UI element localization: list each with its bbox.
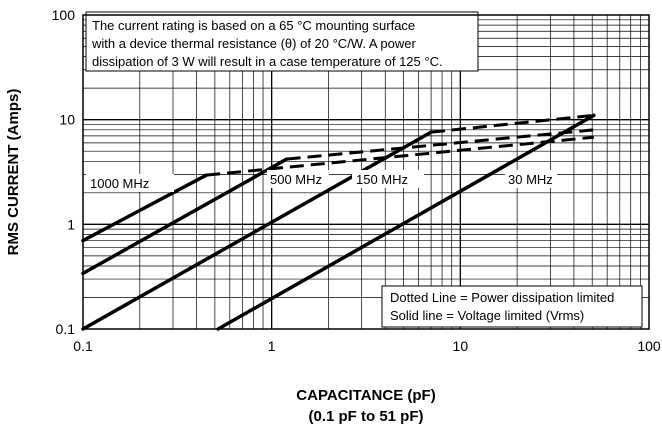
x-axis-title: CAPACITANCE (pF) — [296, 387, 435, 404]
series-line-1000-mhz-solid — [81, 173, 208, 243]
series-label-bg-30 — [505, 170, 557, 188]
x-tick-label: 1 — [268, 338, 276, 354]
series-label-1000-mhz: 1000 MHz — [90, 176, 149, 191]
note-box — [85, 11, 479, 72]
note-line-3: dissipation of 3 W will result in a case… — [92, 54, 443, 69]
note-line-2: with a device thermal resistance (θ) of … — [91, 36, 417, 51]
series-label-30-mhz: 30 MHz — [508, 172, 553, 187]
x-tick-label: 100 — [637, 338, 661, 354]
series-label-bg-150 — [352, 170, 424, 188]
series-line-150-mhz-solid — [81, 130, 433, 331]
note-line-1: The current rating is based on a 65 °C m… — [92, 18, 415, 33]
series-label-150-mhz: 150 MHz — [356, 172, 408, 187]
x-tick-label: 10 — [453, 338, 469, 354]
y-axis-title: RMS CURRENT (Amps) — [5, 89, 22, 256]
x-tick-label: 0.1 — [73, 338, 93, 354]
y-tick-label: 100 — [52, 7, 76, 23]
series-line-30-mhz-solid — [216, 113, 596, 331]
x-axis-subtitle: (0.1 pF to 51 pF) — [308, 408, 423, 425]
series-label-bg-1000 — [86, 174, 174, 192]
series-lines — [81, 113, 596, 331]
series-label-bg-500 — [267, 170, 329, 188]
series-label-500-mhz: 500 MHz — [270, 172, 322, 187]
series-line-500-mhz-dashed — [286, 128, 594, 161]
series-line-150-mhz-dashed — [430, 113, 594, 134]
plot-frame — [82, 14, 650, 330]
y-tick-label: 10 — [59, 112, 75, 128]
y-tick-label: 1 — [67, 216, 75, 232]
tick-labels: 0.1 1 10 100 0.1 1 10 100 — [52, 7, 661, 354]
legend-line-1: Dotted Line = Power dissipation limited — [390, 290, 614, 305]
series-line-500-mhz-solid — [81, 157, 289, 276]
legend-line-2: Solid line = Voltage limited (Vrms) — [390, 308, 584, 323]
legend-box — [381, 285, 643, 328]
y-tick-label: 0.1 — [56, 321, 76, 337]
